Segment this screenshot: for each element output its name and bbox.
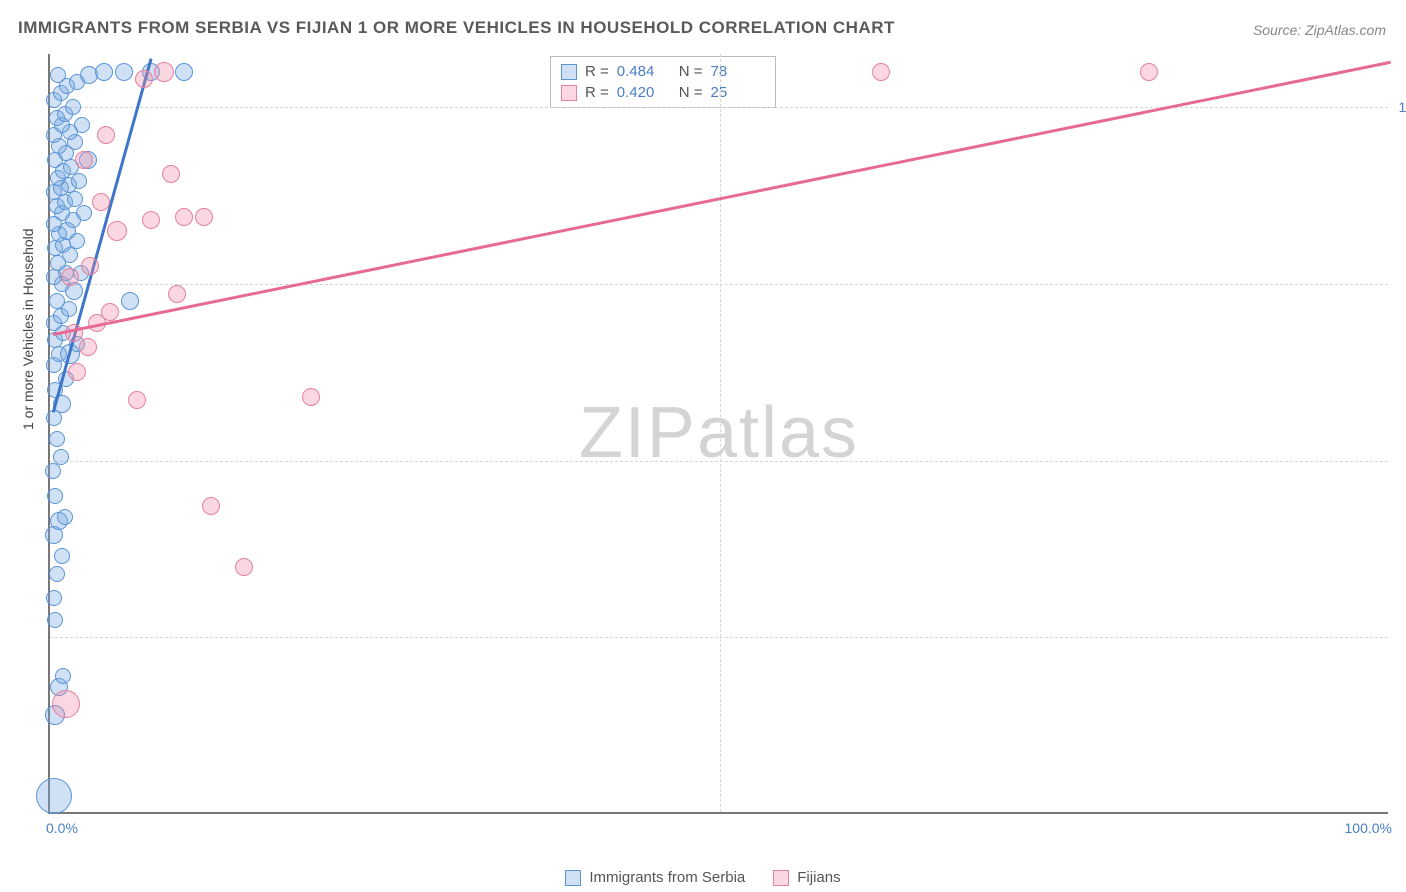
data-point [872, 63, 890, 81]
data-point [67, 191, 83, 207]
data-point [175, 63, 193, 81]
data-point [74, 117, 90, 133]
data-point [46, 590, 62, 606]
data-point [54, 548, 70, 564]
data-point [162, 165, 180, 183]
stats-row-serbia: R =0.484 N =78 [561, 61, 765, 82]
data-point [75, 151, 93, 169]
data-point [45, 463, 61, 479]
data-point [65, 99, 81, 115]
legend-item-serbia: Immigrants from Serbia [565, 869, 745, 886]
data-point [61, 268, 79, 286]
gridline-h [50, 284, 1388, 285]
data-point [95, 63, 113, 81]
data-point [49, 566, 65, 582]
ytick-label: 95.0% [1391, 276, 1406, 292]
data-point [1140, 63, 1158, 81]
data-point [81, 257, 99, 275]
data-point [50, 67, 66, 83]
data-point [49, 431, 65, 447]
data-point [195, 208, 213, 226]
data-point [47, 488, 63, 504]
data-point [175, 208, 193, 226]
gridline-h [50, 637, 1388, 638]
legend-bottom: Immigrants from Serbia Fijians [0, 869, 1406, 886]
data-point [115, 63, 133, 81]
data-point [154, 62, 174, 82]
swatch-fijians [561, 85, 577, 101]
data-point [128, 391, 146, 409]
gridline-h [50, 107, 1388, 108]
stats-row-fijians: R =0.420 N =25 [561, 82, 765, 103]
ytick-label: 85.0% [1391, 629, 1406, 645]
data-point [55, 668, 71, 684]
swatch-serbia-icon [565, 870, 581, 886]
data-point [235, 558, 253, 576]
data-point [79, 338, 97, 356]
chart-title: IMMIGRANTS FROM SERBIA VS FIJIAN 1 OR MO… [18, 18, 895, 38]
data-point [68, 363, 86, 381]
xtick-label: 0.0% [46, 820, 78, 836]
y-axis-label: 1 or more Vehicles in Household [20, 228, 36, 430]
swatch-fijians-icon [773, 870, 789, 886]
swatch-serbia [561, 64, 577, 80]
data-point [107, 221, 127, 241]
ytick-label: 100.0% [1391, 99, 1406, 115]
data-point [47, 612, 63, 628]
data-point [76, 205, 92, 221]
data-point [142, 211, 160, 229]
watermark: ZIPatlas [579, 392, 859, 474]
stats-legend: R =0.484 N =78 R =0.420 N =25 [550, 56, 776, 108]
data-point [49, 293, 65, 309]
data-point [202, 497, 220, 515]
data-point [302, 388, 320, 406]
plot-area: ZIPatlas R =0.484 N =78 R =0.420 N =25 8… [48, 54, 1388, 814]
data-point [168, 285, 186, 303]
data-point [121, 292, 139, 310]
data-point [53, 449, 69, 465]
legend-item-fijians: Fijians [773, 869, 840, 886]
data-point [135, 70, 153, 88]
data-point [92, 193, 110, 211]
source-attribution: Source: ZipAtlas.com [1253, 22, 1386, 38]
data-point [52, 690, 80, 718]
data-point [101, 303, 119, 321]
gridline-v [720, 54, 721, 812]
xtick-label: 100.0% [1345, 820, 1392, 836]
data-point [97, 126, 115, 144]
data-point [57, 509, 73, 525]
gridline-h [50, 461, 1388, 462]
data-point [36, 778, 72, 814]
ytick-label: 90.0% [1391, 453, 1406, 469]
data-point [71, 173, 87, 189]
